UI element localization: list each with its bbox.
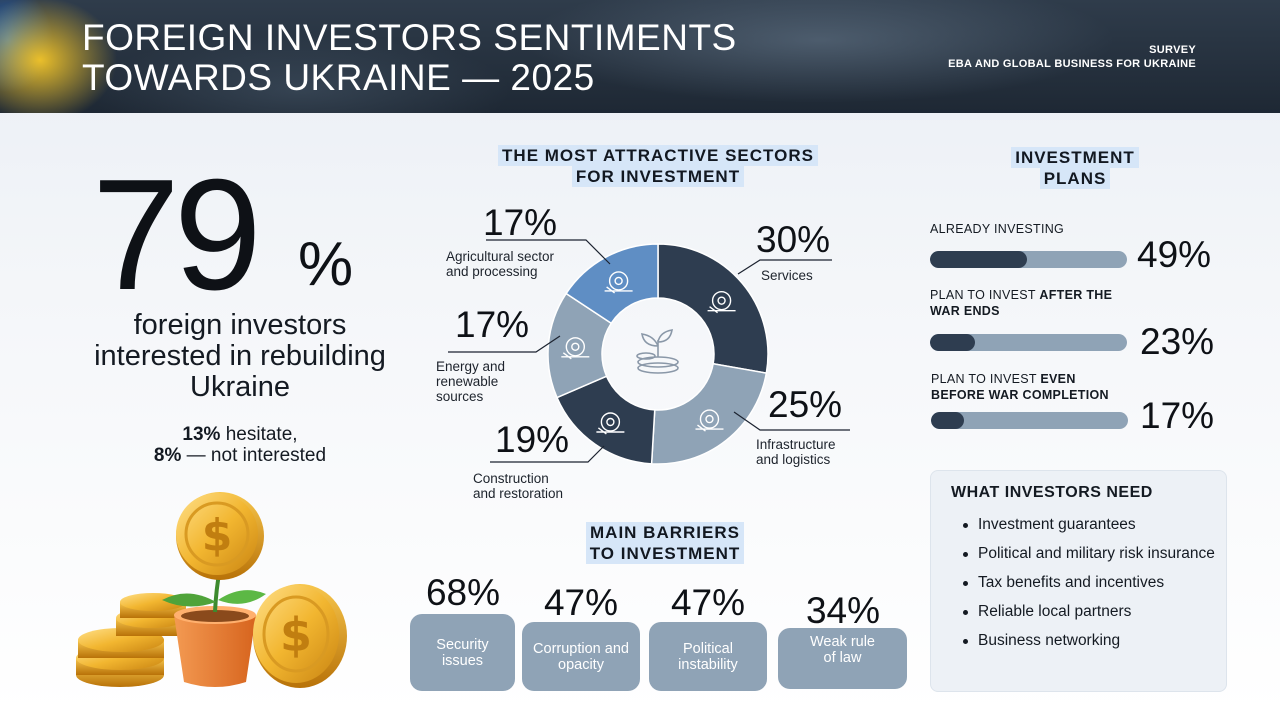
sector-energy-value: 17% [455,304,530,345]
plans-heading-line-2: PLANS [1039,168,1111,189]
headline-description: foreign investors interested in rebuildi… [40,310,440,403]
coins-plant-pot-icon: $ $ [76,492,347,688]
sector-services-name: Services [761,268,813,283]
plan-after-war-label: PLAN TO INVEST AFTER THE WAR ENDS [930,288,1113,318]
plan-already-label: ALREADY INVESTING [930,222,1065,236]
coin-top: $ [176,492,264,580]
title-line-2: TOWARDS UKRAINE — 2025 [82,57,595,98]
gears-hand-icon [707,290,736,314]
needs-list: Investment guarantees Political and mili… [961,517,1216,662]
list-item: Political and military risk insurance [961,546,1216,561]
headline-unit: % [298,230,354,299]
survey-label: SURVEY [1149,44,1196,56]
coin-right-symbol: $ [280,608,312,662]
headline-line-3: Ukraine [190,371,290,403]
list-item: Tax benefits and incentives [961,575,1216,590]
headline-breakdown: 13% hesitate, 8% — not interested [90,424,390,466]
sector-infrastructure-name: Infrastructure and logistics [756,437,836,467]
coin-stack-left [76,593,186,687]
plan-before-end-fill [931,412,965,429]
coin-right: $ [253,584,347,688]
investor-needs-panel: WHAT INVESTORS NEED Investment guarantee… [930,470,1227,692]
barrier-corruption-value: 47% [543,582,619,623]
barriers-heading-line-1: MAIN BARRIERS [586,522,744,543]
sectors-donut-chart [547,243,769,465]
plan-after-war-value: 23% [1140,321,1215,362]
list-item: Reliable local partners [961,604,1216,619]
plan-before-end-label: PLAN TO INVEST EVEN BEFORE WAR COMPLETIO… [931,372,1109,402]
barrier-political-value: 47% [670,582,746,623]
not-interested-value: 8% [153,445,182,466]
crane-building-icon [596,412,625,435]
page-title: FOREIGN INVESTORS SENTIMENTS TOWARDS UKR… [82,18,802,98]
coin-top-symbol: $ [202,510,233,561]
plan-after-war-fill [930,334,976,351]
barrier-law-card: Weak rule of law [778,628,907,689]
barrier-law-value: 34% [805,590,881,631]
plans-heading-line-1: INVESTMENT [1011,147,1139,168]
survey-source: SURVEY EBA AND GLOBAL BUSINESS FOR UKRAI… [948,43,1196,71]
sector-energy-name: Energy and renewable sources [436,359,506,404]
hesitate-value: 13% [182,424,221,445]
plant-pot [174,606,256,687]
donut-slice-1 [650,362,768,465]
sector-agri-name: Agricultural sector and processing [446,249,555,279]
plan-before-end-value: 17% [1140,395,1215,436]
plan-already-bar [930,251,1127,268]
barriers-heading: MAIN BARRIERS TO INVESTMENT [530,522,800,564]
sectors-heading-line-1: THE MOST ATTRACTIVE SECTORS [498,145,818,166]
plan-already-fill [930,251,1027,268]
not-interested-text: — not interested [181,445,327,466]
barrier-political-card: Political instability [649,622,767,691]
needs-title: WHAT INVESTORS NEED [951,484,1153,501]
plan-already-value: 49% [1137,234,1212,275]
plan-after-war-bar [930,334,1127,351]
field-sun-icon [604,271,633,294]
plan-before-end-bar [931,412,1128,429]
barrier-corruption-card: Corruption and opacity [522,622,640,691]
barrier-security-card: Security issues [410,614,515,691]
forklift-icon [695,409,724,432]
headline-line-2: interested in rebuilding [94,340,386,372]
sectors-heading-line-2: FOR INVESTMENT [571,166,745,187]
plant-coins-icon [636,329,679,374]
sectors-heading: THE MOST ATTRACTIVE SECTORS FOR INVESTME… [470,145,846,187]
plans-heading: INVESTMENT PLANS [990,147,1160,189]
survey-organizations: EBA AND GLOBAL BUSINESS FOR UKRAINE [948,58,1196,70]
donut-slice-4 [565,243,659,325]
headline-line-1: foreign investors [133,309,347,341]
sector-construction-name: Construction and restoration [473,471,564,501]
sector-agri-value: 17% [483,202,558,243]
sector-construction-value: 19% [495,419,570,460]
list-item: Business networking [961,633,1216,648]
sector-services-value: 30% [756,219,831,260]
list-item: Investment guarantees [961,517,1216,532]
energy-cycle-icon [561,337,590,360]
barriers-heading-line-2: TO INVESTMENT [585,543,745,564]
header-banner: FOREIGN INVESTORS SENTIMENTS TOWARDS UKR… [0,0,1280,113]
title-line-1: FOREIGN INVESTORS SENTIMENTS [82,17,737,58]
hesitate-text: hesitate, [220,424,298,445]
barrier-security-value: 68% [425,572,501,613]
headline-value: 79 [92,147,262,323]
sector-infrastructure-value: 25% [768,384,843,425]
